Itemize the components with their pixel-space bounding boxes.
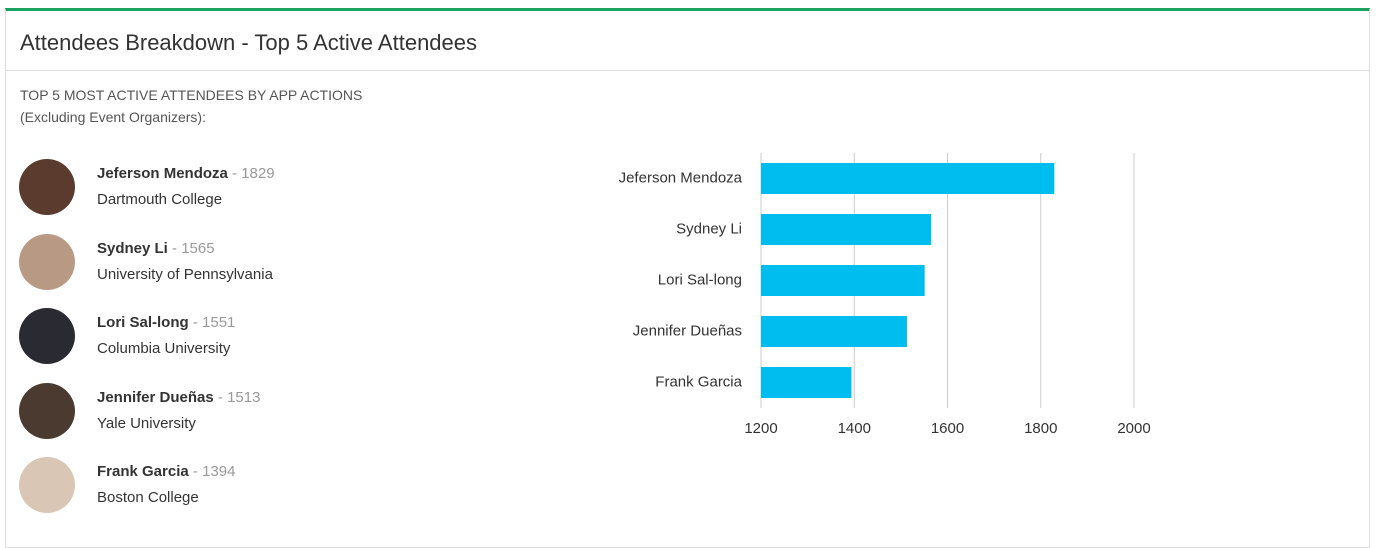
y-tick-label: Lori Sal-long	[658, 271, 742, 288]
bar	[761, 316, 907, 347]
bar	[761, 367, 851, 398]
y-tick-label: Sydney Li	[676, 220, 742, 237]
page: Attendees Breakdown - Top 5 Active Atten…	[0, 0, 1378, 538]
bar	[761, 163, 1054, 194]
x-tick-label: 2000	[1117, 420, 1150, 437]
y-tick-label: Frank Garcia	[655, 373, 742, 390]
x-tick-label: 1200	[744, 420, 777, 437]
bar	[761, 265, 925, 296]
chart: 1200 1400 1600 1800 2000 Jeferson Mendoza Sydn…	[0, 0, 1378, 538]
bar	[761, 214, 931, 245]
y-tick-label: Jennifer Dueñas	[633, 322, 742, 339]
y-tick-label: Jeferson Mendoza	[619, 169, 743, 186]
x-tick-label: 1400	[838, 420, 871, 437]
x-tick-label: 1800	[1024, 420, 1057, 437]
x-tick-label: 1600	[931, 420, 964, 437]
